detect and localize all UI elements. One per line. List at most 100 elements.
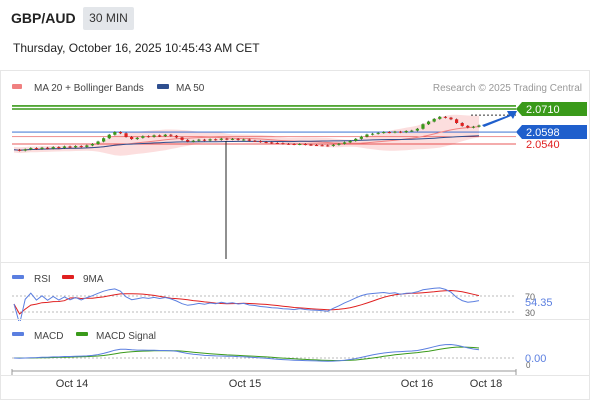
candle-body (443, 116, 447, 118)
price-tag-label: 2.0540 (526, 139, 560, 151)
candle-body (331, 144, 335, 146)
candle-body (454, 119, 459, 123)
rsi-legend-label: RSI (34, 274, 51, 285)
rsi-value-label: 54.35 (525, 297, 553, 309)
x-tick-label: Oct 16 (401, 378, 433, 390)
rsi-ma-line (13, 289, 480, 315)
candle-body (102, 138, 106, 142)
candle-body (253, 140, 257, 142)
macd-signal-legend-label: MACD Signal (96, 331, 156, 342)
candle-body (471, 126, 475, 128)
price-chart-svg: MA 20 + Bollinger Bands MA 50 Research ©… (12, 83, 587, 259)
candle-body (158, 135, 162, 137)
rsi-legend-swatch (12, 275, 24, 279)
candle-body (118, 132, 123, 134)
candle-body (85, 145, 89, 147)
candle-body (225, 138, 229, 140)
candle-body (236, 138, 240, 140)
x-axis-svg: Oct 14 Oct 15 Oct 16 Oct 18 (11, 369, 517, 390)
candle-body (354, 138, 358, 141)
candle-body (275, 142, 279, 144)
candle-body (135, 137, 139, 140)
candle-body (186, 139, 190, 142)
candle-body (292, 144, 296, 145)
macd-chart-svg: MACD MACD Signal 0.00 0 (12, 331, 546, 370)
datetime-label: Thursday, October 16, 2025 10:45:43 AM C… (13, 41, 260, 55)
price-tag-label: 2.0710 (526, 104, 560, 116)
candle-body (264, 141, 268, 143)
research-credit: Research © 2025 Trading Central (433, 83, 582, 94)
candle-body (376, 132, 380, 134)
ma50-line (13, 135, 480, 151)
candle-body (230, 138, 235, 140)
candle-body (303, 144, 307, 145)
candle-body (382, 132, 386, 134)
ma20-legend-label: MA 20 + Bollinger Bands (34, 83, 144, 94)
candle-body (174, 135, 179, 138)
candle-body (208, 139, 212, 141)
candle-body (23, 149, 27, 151)
candle-body (40, 147, 44, 149)
candle-body (326, 145, 330, 147)
candle-body (314, 145, 319, 147)
candle-body (219, 138, 223, 140)
candle-body (337, 143, 341, 145)
candle-body (96, 141, 100, 144)
candle-body (348, 140, 352, 143)
candle-body (393, 131, 397, 133)
candle-body (141, 136, 145, 138)
candle-body (51, 147, 55, 149)
candle-body (62, 146, 67, 148)
rsi-panel: RSI 9MA 70 30 54.35 (0, 262, 590, 325)
candle-body (242, 139, 246, 141)
candle-body (163, 134, 167, 137)
candle-body (398, 131, 403, 133)
candle-body (79, 146, 83, 148)
rsi-chart-svg: RSI 9MA 70 30 54.35 (12, 274, 553, 325)
candle-body (202, 139, 207, 141)
x-tick-label: Oct 14 (56, 378, 88, 390)
candle-body (90, 144, 95, 146)
ma50-legend-label: MA 50 (176, 83, 205, 94)
price-tag (516, 125, 587, 140)
candle-body (426, 121, 431, 125)
candle-body (74, 146, 78, 148)
candle-body (68, 146, 72, 148)
candle-body (281, 143, 285, 145)
candle-body (197, 139, 201, 141)
rsi-70-label: 70 (525, 292, 535, 302)
price-tag-label: 2.0598 (526, 127, 560, 139)
candle-body (191, 140, 195, 142)
candle-body (214, 139, 218, 141)
candle-body (449, 117, 453, 120)
candle-body (320, 145, 324, 147)
candle-body (415, 128, 419, 131)
price-panel: MA 20 + Bollinger Bands MA 50 Research ©… (0, 70, 590, 263)
candle-body (57, 147, 61, 149)
rsi-line (13, 287, 480, 325)
candle-body (247, 139, 251, 141)
candle-body (18, 149, 22, 151)
candle-body (169, 134, 173, 136)
candle-body (107, 134, 111, 139)
candle-body (113, 132, 117, 135)
x-axis: Oct 14 Oct 15 Oct 16 Oct 18 (0, 369, 590, 400)
candle-body (365, 134, 369, 137)
candle-body (46, 147, 50, 149)
candle-body (258, 141, 263, 143)
candle-body (34, 148, 39, 150)
timeframe-button[interactable]: 30 MIN (83, 7, 134, 30)
bollinger-band (14, 114, 479, 156)
x-tick-label: Oct 18 (470, 378, 502, 390)
candle-body (286, 143, 291, 145)
candle-body (29, 148, 33, 150)
support-resistance-lines (12, 105, 516, 145)
price-tag (516, 102, 587, 116)
candle-body (180, 137, 184, 140)
candle-body (298, 144, 302, 145)
x-tick-label: Oct 15 (229, 378, 261, 390)
macd-signal-line (14, 346, 480, 362)
rsi-ma-legend-swatch (62, 275, 74, 279)
candle-body (146, 136, 151, 138)
